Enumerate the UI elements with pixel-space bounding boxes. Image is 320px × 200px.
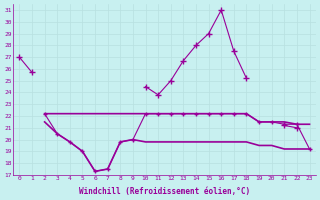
- X-axis label: Windchill (Refroidissement éolien,°C): Windchill (Refroidissement éolien,°C): [79, 187, 250, 196]
